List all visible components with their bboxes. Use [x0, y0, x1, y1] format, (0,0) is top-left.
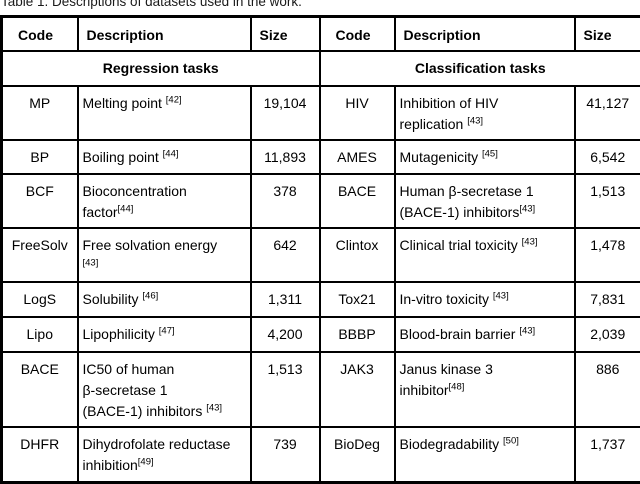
group-row: Regression tasks Classification tasks: [2, 51, 640, 86]
size-cell: 1,311: [251, 282, 320, 317]
column-header-size-left: Size: [251, 17, 320, 52]
description-cell: Solubility [46]: [78, 282, 251, 317]
size-cell: 642: [251, 228, 320, 282]
description-cell: Boiling point [44]: [78, 140, 251, 174]
size-cell: 1,478: [575, 228, 640, 282]
column-header-description-right: Description: [395, 17, 575, 52]
size-cell: 1,513: [575, 174, 640, 228]
size-cell: 2,039: [575, 317, 640, 352]
description-cell: Blood-brain barrier [43]: [395, 317, 575, 352]
code-cell: BACE: [320, 174, 395, 228]
code-cell: BBBP: [320, 317, 395, 352]
description-cell: Free solvation energy[43]: [78, 228, 251, 282]
size-cell: 19,104: [251, 86, 320, 140]
code-cell: BACE: [2, 352, 78, 427]
size-cell: 1,513: [251, 352, 320, 427]
description-cell: Mutagenicity [45]: [395, 140, 575, 174]
code-cell: MP: [2, 86, 78, 140]
column-header-code-left: Code: [2, 17, 78, 52]
size-cell: 41,127: [575, 86, 640, 140]
header-row: Code Description Size Code Description S…: [2, 17, 640, 52]
code-cell: AMES: [320, 140, 395, 174]
code-cell: HIV: [320, 86, 395, 140]
code-cell: Tox21: [320, 282, 395, 317]
code-cell: JAK3: [320, 352, 395, 427]
datasets-table: Code Description Size Code Description S…: [0, 15, 640, 484]
code-cell: BCF: [2, 174, 78, 228]
size-cell: 378: [251, 174, 320, 228]
table-caption: Table 1. Descriptions of datasets used i…: [1, 0, 640, 10]
size-cell: 1,737: [575, 427, 640, 482]
size-cell: 7,831: [575, 282, 640, 317]
description-cell: Lipophilicity [47]: [78, 317, 251, 352]
code-cell: LogS: [2, 282, 78, 317]
code-cell: Clintox: [320, 228, 395, 282]
code-cell: BioDeg: [320, 427, 395, 482]
code-cell: DHFR: [2, 427, 78, 482]
size-cell: 886: [575, 352, 640, 427]
description-cell: In-vitro toxicity [43]: [395, 282, 575, 317]
code-cell: FreeSolv: [2, 228, 78, 282]
size-cell: 11,893: [251, 140, 320, 174]
column-header-size-right: Size: [575, 17, 640, 52]
column-header-code-right: Code: [320, 17, 395, 52]
size-cell: 739: [251, 427, 320, 482]
description-cell: Human β-secretase 1(BACE-1) inhibitors[4…: [395, 174, 575, 228]
code-cell: Lipo: [2, 317, 78, 352]
size-cell: 4,200: [251, 317, 320, 352]
table-body: Code Description Size Code Description S…: [2, 17, 640, 483]
code-cell: BP: [2, 140, 78, 174]
group-header-regression: Regression tasks: [2, 51, 320, 86]
size-cell: 6,542: [575, 140, 640, 174]
description-cell: Melting point [42]: [78, 86, 251, 140]
column-header-description-left: Description: [78, 17, 251, 52]
description-cell: Clinical trial toxicity [43]: [395, 228, 575, 282]
group-header-classification: Classification tasks: [320, 51, 640, 86]
description-cell: Biodegradability [50]: [395, 427, 575, 482]
